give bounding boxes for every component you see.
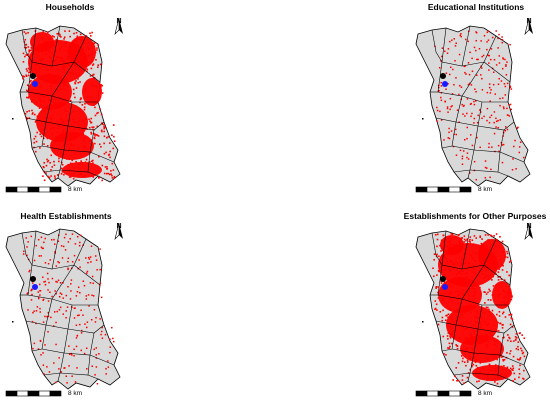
marker-blue — [442, 284, 448, 290]
panel-title: Educational Institutions — [427, 2, 525, 12]
marker-black — [440, 73, 446, 79]
marker-black — [30, 276, 36, 282]
district-map — [5, 228, 121, 390]
district-map — [415, 25, 531, 187]
marker-black — [440, 276, 446, 282]
district-map — [415, 228, 531, 390]
district-map — [5, 25, 121, 187]
marker-blue — [32, 81, 38, 87]
panel-title: Households — [45, 2, 95, 12]
marker-blue — [32, 284, 38, 290]
north-arrow-icon: N — [112, 222, 126, 253]
panel-educational-institutions: Educational Institutions N 8 km — [410, 0, 550, 201]
panel-title: Establishments for Other Purposes — [403, 211, 547, 221]
marker-blue — [442, 81, 448, 87]
north-arrow-icon: N — [522, 17, 536, 48]
panel-households: Households N 8 km — [0, 0, 275, 201]
marker-black — [30, 73, 36, 79]
panel-title: Health Establishments — [20, 211, 112, 221]
north-arrow-icon: N — [112, 17, 126, 48]
panel-other-purposes: Establishments for Other Purposes N 8 km — [404, 201, 550, 402]
panel-health-establishments: Health Establishments N 8 km — [0, 201, 275, 402]
north-arrow-icon: N — [522, 222, 536, 253]
